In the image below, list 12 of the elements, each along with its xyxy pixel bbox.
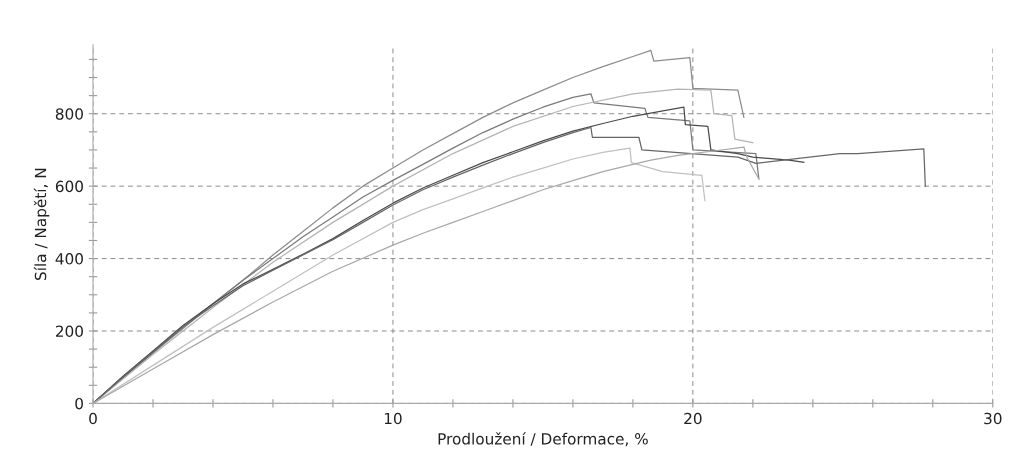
y-tick-label: 600 (55, 180, 83, 193)
y-tick-label: 200 (55, 325, 83, 338)
x-tick-label: 20 (684, 412, 702, 425)
y-tick-label: 400 (55, 253, 83, 265)
line-series (93, 126, 926, 404)
x-tick-label: 0 (89, 412, 97, 425)
y-axis-title: Síla / Napětí, N (33, 168, 50, 280)
y-tick-label: 0 (75, 397, 83, 410)
y-tick-label: 800 (55, 108, 83, 120)
x-tick-label: 10 (384, 412, 402, 425)
x-tick-label: 30 (984, 412, 1002, 425)
x-axis-title: Prodloužení / Deformace, % (438, 432, 648, 447)
